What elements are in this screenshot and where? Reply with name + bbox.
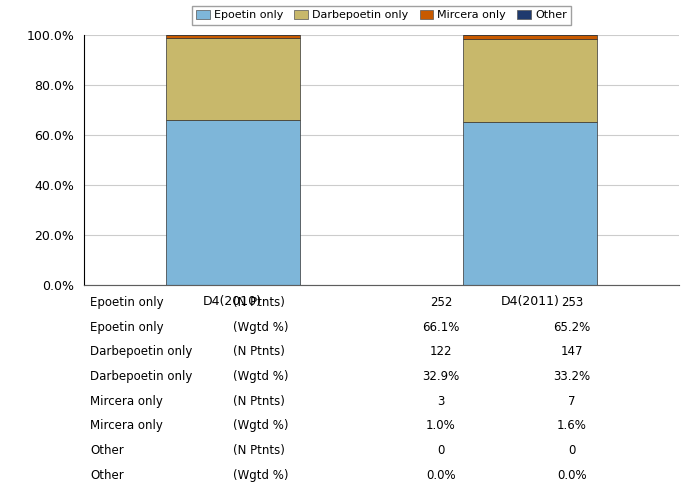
Text: 0: 0 [568,444,575,457]
Bar [166,38,300,120]
Bar [166,35,300,37]
Bar [463,35,597,39]
Text: (Wgtd %): (Wgtd %) [232,320,288,334]
Text: (Wgtd %): (Wgtd %) [232,420,288,432]
Text: 1.6%: 1.6% [557,420,587,432]
Text: Mircera only: Mircera only [90,394,163,407]
Text: (N Ptnts): (N Ptnts) [232,346,285,358]
Bar [166,120,300,285]
Bar [463,39,597,122]
Text: 65.2%: 65.2% [553,320,591,334]
Text: Epoetin only: Epoetin only [90,296,164,309]
Text: Other: Other [90,468,124,481]
Text: 147: 147 [561,346,583,358]
Legend: Epoetin only, Darbepoetin only, Mircera only, Other: Epoetin only, Darbepoetin only, Mircera … [192,6,571,25]
Text: 253: 253 [561,296,583,309]
Text: Epoetin only: Epoetin only [90,320,164,334]
Text: (N Ptnts): (N Ptnts) [232,444,285,457]
Text: 0: 0 [438,444,444,457]
Text: 0.0%: 0.0% [557,468,587,481]
Text: 32.9%: 32.9% [422,370,460,383]
Text: Darbepoetin only: Darbepoetin only [90,370,193,383]
Text: 7: 7 [568,394,575,407]
Text: 252: 252 [430,296,452,309]
Text: (N Ptnts): (N Ptnts) [232,394,285,407]
Bar [463,122,597,285]
Text: Other: Other [90,444,124,457]
Text: 3: 3 [438,394,444,407]
Text: (N Ptnts): (N Ptnts) [232,296,285,309]
Text: Mircera only: Mircera only [90,420,163,432]
Text: 1.0%: 1.0% [426,420,456,432]
Text: (Wgtd %): (Wgtd %) [232,468,288,481]
Text: (Wgtd %): (Wgtd %) [232,370,288,383]
Text: 122: 122 [430,346,452,358]
Text: 0.0%: 0.0% [426,468,456,481]
Text: 66.1%: 66.1% [422,320,460,334]
Text: 33.2%: 33.2% [553,370,591,383]
Text: Darbepoetin only: Darbepoetin only [90,346,193,358]
